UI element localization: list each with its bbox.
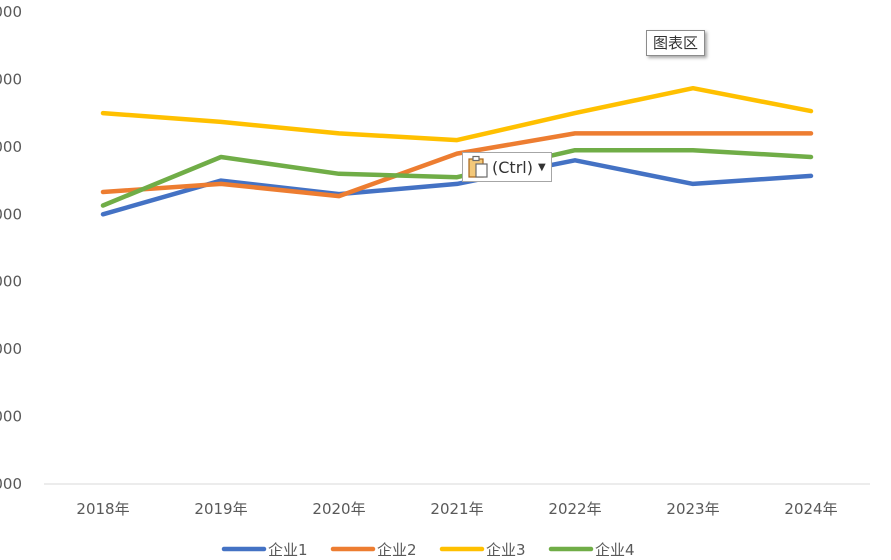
paste-options-label: (Ctrl)	[492, 157, 533, 177]
chevron-down-icon: ▼	[537, 161, 546, 173]
x-axis-ticks: 2018年 2019年 2020年 2021年 2022年 2023年 2024年	[76, 500, 837, 518]
legend-label-3: 企业3	[486, 541, 526, 559]
series-line-3[interactable]	[100, 85, 814, 143]
y-tick-label: 000	[0, 475, 22, 493]
legend-label-4: 企业4	[595, 541, 635, 559]
paste-options-button[interactable]: (Ctrl) ▼	[462, 152, 552, 182]
y-axis-ticks: 000 000 000 000 000 000 000 000	[0, 3, 22, 493]
y-tick-label: 000	[0, 205, 22, 223]
y-tick-label: 000	[0, 340, 22, 358]
y-tick-label: 000	[0, 408, 22, 426]
x-tick-label: 2019年	[194, 500, 247, 518]
series-line-4[interactable]	[100, 147, 814, 208]
x-tick-label: 2024年	[784, 500, 837, 518]
series-line-2[interactable]	[100, 131, 814, 199]
x-tick-label: 2021年	[430, 500, 483, 518]
legend-label-1: 企业1	[268, 541, 308, 559]
x-tick-label: 2020年	[312, 500, 365, 518]
x-tick-label: 2018年	[76, 500, 129, 518]
series-lines	[100, 85, 814, 217]
series-line-1[interactable]	[100, 158, 814, 217]
legend-label-2: 企业2	[377, 541, 417, 559]
chart-area-tooltip: 图表区	[646, 30, 706, 56]
y-tick-label: 000	[0, 138, 22, 156]
x-tick-label: 2022年	[548, 500, 601, 518]
y-tick-label: 000	[0, 70, 22, 88]
clipboard-icon	[468, 155, 488, 178]
y-tick-label: 000	[0, 273, 22, 291]
x-tick-label: 2023年	[666, 500, 719, 518]
y-tick-label: 000	[0, 3, 22, 21]
legend[interactable]: 企业1 企业2 企业3 企业4	[221, 541, 635, 559]
